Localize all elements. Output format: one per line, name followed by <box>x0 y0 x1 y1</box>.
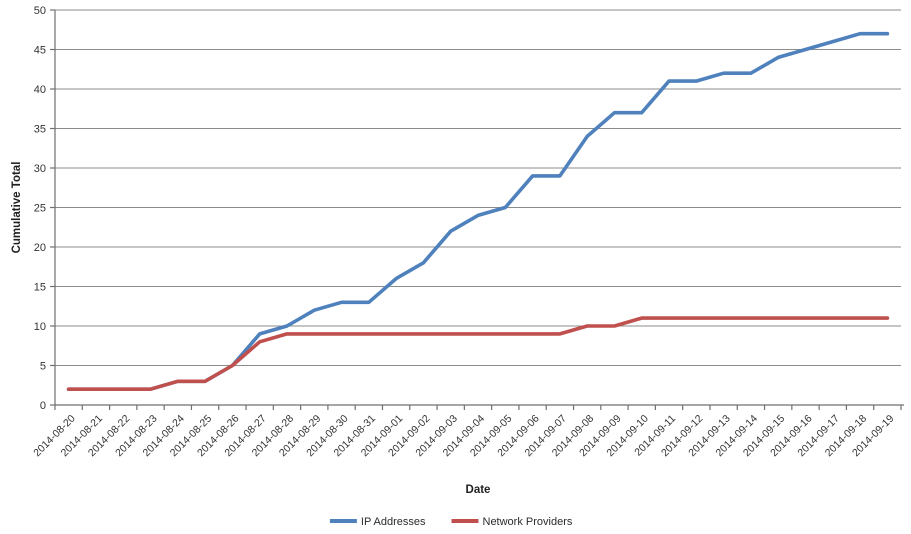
legend: IP Addresses Network Providers <box>329 516 573 528</box>
y-tick-label: 10 <box>34 321 46 333</box>
y-tick-label: 0 <box>40 400 46 412</box>
y-tick-label: 5 <box>40 361 46 373</box>
y-tick-label: 15 <box>34 282 46 294</box>
y-tick-label: 25 <box>34 203 46 215</box>
legend-item-ip-addresses: IP Addresses <box>329 516 426 528</box>
x-axis-ticks <box>54 405 902 410</box>
legend-label: IP Addresses <box>361 516 426 528</box>
y-tick-label: 45 <box>34 45 46 57</box>
y-tick-label: 20 <box>34 242 46 254</box>
y-axis-title: Cumulative Total <box>11 162 23 254</box>
y-tick-label: 35 <box>34 124 46 136</box>
legend-item-network-providers: Network Providers <box>451 516 573 528</box>
series-line-ip-addresses <box>66 31 890 392</box>
legend-label: Network Providers <box>483 516 573 528</box>
y-axis-ticks <box>50 9 55 406</box>
y-tick-label: 50 <box>34 5 46 17</box>
x-axis-labels: 2014-08-202014-08-212014-08-222014-08-23… <box>31 413 896 460</box>
series-lines <box>66 31 890 392</box>
y-tick-label: 30 <box>34 163 46 175</box>
y-tick-label: 40 <box>34 84 46 96</box>
x-axis-title: Date <box>466 484 491 496</box>
gridlines <box>55 9 901 366</box>
series-line-network-providers <box>66 316 890 392</box>
y-axis-labels: 0 5 10 15 20 25 30 35 40 45 50 <box>34 5 46 412</box>
